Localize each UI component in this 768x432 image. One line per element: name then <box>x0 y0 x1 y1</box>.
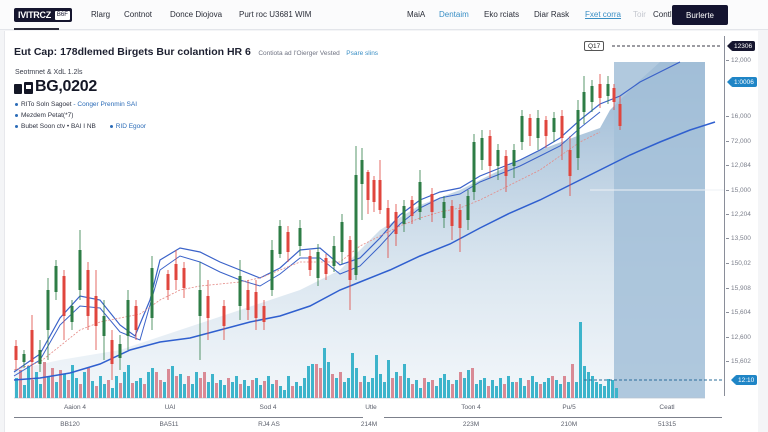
active-tab-indicator <box>14 28 59 30</box>
price-tag-mid: 1:0006 <box>727 77 757 87</box>
x-value: BA511 <box>159 421 179 428</box>
y-tick: 16,000 <box>726 113 751 120</box>
legend-item-1: RITo Soln Sagoet - Conger Prenmin SAI <box>15 101 137 108</box>
x-label: Utle <box>365 404 377 411</box>
x-divider <box>384 417 722 418</box>
x-value: 210M <box>560 421 578 428</box>
y-tick: 12,000 <box>726 57 751 64</box>
logo[interactable]: IVITRCZ B6F <box>14 8 72 22</box>
moving-averages <box>13 61 716 381</box>
nav-item-5[interactable]: MaiA <box>407 10 426 19</box>
price-tag-bottom: 12:10 <box>730 375 758 385</box>
wallet-icon <box>14 81 33 94</box>
legend-text: RITo Soln Sagoet <box>21 101 72 108</box>
y-tick: 72,000 <box>726 138 751 145</box>
nav-item-6[interactable]: Dentaim <box>439 10 469 19</box>
area-fill <box>14 62 705 400</box>
price-value: BG,0202 <box>35 78 97 95</box>
x-label: Ceatl <box>659 404 675 411</box>
chart-title: Eut Cap: 178dlemed Birgets Bur colantion… <box>14 46 251 58</box>
y-tick: 13,500 <box>726 235 751 242</box>
top-nav-bar: IVITRCZ B6F Rlarg Contnot Donce Diojova … <box>0 0 768 30</box>
y-tick: 15,000 <box>726 187 751 194</box>
x-value: 223M <box>462 421 480 428</box>
y-axis <box>724 36 725 396</box>
volume-bars <box>15 322 618 398</box>
x-divider <box>14 417 363 418</box>
y-tick: 15,908 <box>726 285 751 292</box>
annotation-label[interactable]: Q17 <box>584 41 605 51</box>
nav-item-7[interactable]: Eko rciats <box>484 10 520 19</box>
current-price: BG,0202 <box>14 78 97 96</box>
x-label: UAI <box>164 404 176 411</box>
logo-text: IVITRCZ <box>18 10 51 20</box>
x-label: Pu/5 <box>562 404 576 411</box>
y-tick: 15,604 <box>726 309 751 316</box>
x-value: RJ4 AS <box>258 421 280 428</box>
legend-extra: RID Egoor <box>115 123 147 130</box>
y-tick: 12,204 <box>726 211 751 218</box>
y-tick: 15,602 <box>726 358 751 365</box>
y-tick: 150,02 <box>726 260 751 267</box>
nav-item-2[interactable]: Contnot <box>124 10 153 19</box>
cta-button[interactable]: Burlerte <box>672 5 728 25</box>
nav-item-10[interactable]: Toir <box>633 10 646 19</box>
legend-extra: Conger Prenmin SAI <box>77 101 138 108</box>
price-tag-top: 12306 <box>726 41 756 51</box>
nav-item-1[interactable]: Rlarg <box>91 10 111 19</box>
legend-text: Mezdem Petat(*7) <box>21 112 74 119</box>
legend-item-3: Bubet Soon ctv • BAI I NB RID Egoor <box>15 123 146 130</box>
y-tick: 12,084 <box>726 162 751 169</box>
legend-item-2: Mezdem Petat(*7) <box>15 112 73 119</box>
nav-item-9[interactable]: Fxet corra <box>585 10 622 19</box>
x-value: BB120 <box>60 421 80 428</box>
chart-subtitle: Contiota ad I'Oierger Vested <box>258 50 340 57</box>
x-label: Aaion 4 <box>63 404 87 411</box>
nav-item-3[interactable]: Donce Diojova <box>170 10 223 19</box>
chart-header: Eut Cap: 178dlemed Birgets Bur colantion… <box>14 42 378 60</box>
y-tick: 12,600 <box>726 334 751 341</box>
x-label: Sod 4 <box>259 404 277 411</box>
symbol-label: Seotmnet & XdL 1.2ls <box>15 69 83 76</box>
nav-item-4[interactable]: Purt roc U3681 WIM <box>239 10 312 19</box>
nav-item-8[interactable]: Diar Rask <box>534 10 570 19</box>
legend-text: Bubet Soon ctv • BAI I NB <box>21 123 96 130</box>
subtitle-link[interactable]: Psare slins <box>346 50 379 57</box>
x-value: 214M <box>360 421 378 428</box>
x-label: Toon 4 <box>461 404 481 411</box>
logo-badge: B6F <box>54 10 70 20</box>
x-value: 51315 <box>657 421 677 428</box>
candlesticks <box>14 74 622 380</box>
